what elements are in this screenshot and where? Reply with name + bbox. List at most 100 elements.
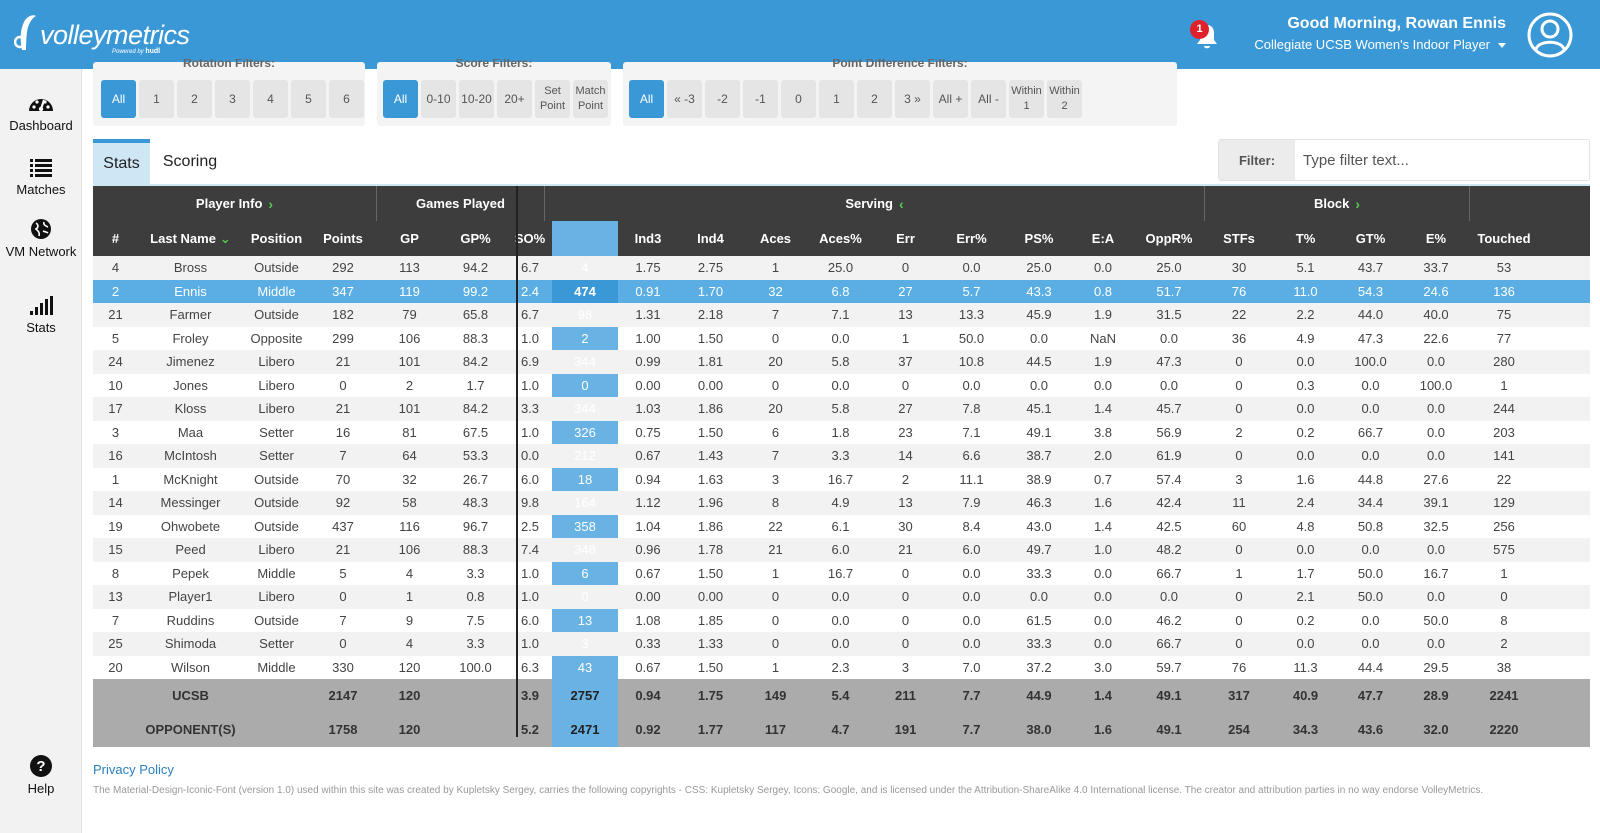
sidebar-item-dashboard[interactable]: Dashboard bbox=[0, 93, 82, 133]
table-row[interactable]: 16 McIntosh Setter 7 64 53.3 0.0 212 0.67 1.43 7 3.… bbox=[93, 444, 1590, 468]
column-header-aces[interactable]: Aces% bbox=[819, 231, 862, 246]
rotation-filter-2[interactable]: 2 bbox=[177, 80, 212, 118]
score-filter-set-point[interactable]: Set Point bbox=[535, 80, 570, 118]
cell-gp: 113 bbox=[399, 260, 420, 275]
rotation-filter-3[interactable]: 3 bbox=[215, 80, 250, 118]
column-header-touched[interactable]: Touched bbox=[1477, 231, 1531, 246]
point-diff-filter-all-plus[interactable]: All + bbox=[933, 80, 968, 118]
column-header-last-name[interactable]: Last Name ⌄ bbox=[150, 230, 231, 247]
cell-touched: 77 bbox=[1496, 330, 1512, 346]
table-row[interactable]: 4 Bross Outside 292 113 94.2 6.7 4 1.75 2.75 1 25.0… bbox=[93, 256, 1590, 280]
table-row[interactable]: 3 Maa Setter 16 81 67.5 1.0 326 0.75 1.50 6 1.8 23 7.… bbox=[93, 421, 1590, 445]
column-header-number[interactable]: # bbox=[111, 231, 120, 246]
point-diff-filter-1[interactable]: 1 bbox=[819, 80, 854, 118]
tab-scoring[interactable]: Scoring bbox=[162, 153, 218, 170]
user-avatar-icon[interactable] bbox=[1527, 12, 1573, 58]
score-filter-10-20[interactable]: 10-20 bbox=[459, 80, 494, 118]
score-filter-0-10[interactable]: 0-10 bbox=[421, 80, 456, 118]
sidebar-item-vm-network[interactable]: VM Network bbox=[0, 217, 82, 259]
footer: Privacy Policy The Material-Design-Iconi… bbox=[93, 761, 1553, 798]
point-diff-filter-2[interactable]: 2 bbox=[857, 80, 892, 118]
column-header-points[interactable]: Points bbox=[323, 231, 363, 246]
point-diff-filter-within-1[interactable]: Within 1 bbox=[1009, 80, 1044, 118]
sidebar-item-help[interactable]: ? Help bbox=[0, 754, 82, 796]
point-diff-filter-within-2[interactable]: Within 2 bbox=[1047, 80, 1082, 118]
notification-badge[interactable]: 1 bbox=[1190, 20, 1209, 39]
point-diff-filter-minus-1[interactable]: -1 bbox=[743, 80, 778, 118]
point-diff-filter-minus-3[interactable]: « -3 bbox=[667, 80, 702, 118]
cell-att: 13 bbox=[577, 612, 593, 628]
table-row[interactable]: 1 McKnight Outside 70 32 26.7 6.0 18 0.94 1.63 3 16… bbox=[93, 468, 1590, 492]
sidebar-item-label: VM Network bbox=[5, 244, 77, 259]
tab-stats[interactable]: Stats bbox=[93, 139, 150, 185]
score-filter-20-plus[interactable]: 20+ bbox=[497, 80, 532, 118]
table-row[interactable]: 19 Ohwobete Outside 437 116 96.7 2.5 358 1.04 1.8… bbox=[93, 515, 1590, 539]
column-header-ps[interactable]: PS% bbox=[1024, 231, 1054, 246]
column-header-gp[interactable]: GP bbox=[400, 231, 419, 246]
cell-e: 22.6 bbox=[1423, 330, 1449, 346]
group-header-games-played[interactable]: Games Played bbox=[377, 186, 545, 221]
point-diff-filter-3-plus[interactable]: 3 » bbox=[895, 80, 930, 118]
point-diff-filter-0[interactable]: 0 bbox=[781, 80, 816, 118]
score-filter-all[interactable]: All bbox=[383, 80, 418, 118]
table-row[interactable]: 7 Ruddins Outside 7 9 7.5 6.0 13 1.08 1.85 0 0.0 0 0.… bbox=[93, 609, 1590, 633]
group-header-block[interactable]: Block › bbox=[1205, 186, 1470, 221]
column-header-err[interactable]: Err bbox=[896, 231, 915, 246]
column-header-gt[interactable]: GT% bbox=[1355, 231, 1386, 246]
cell-gt: 50.0 bbox=[1357, 589, 1384, 604]
table-row[interactable]: 2 Ennis Middle 347 119 99.2 2.4 474 0.91 1.70 32 6.… bbox=[93, 279, 1590, 303]
column-header-so[interactable]: SO% bbox=[514, 231, 546, 246]
score-filter-match-point[interactable]: Match Point bbox=[573, 80, 608, 118]
column-header-gp[interactable]: GP% bbox=[460, 231, 491, 246]
sort-chevron-down-icon[interactable]: ⌄ bbox=[219, 230, 231, 246]
table-row[interactable]: 8 Pepek Middle 5 4 3.3 1.0 6 0.67 1.50 1 16.7 0 0.0 33… bbox=[93, 562, 1590, 586]
point-diff-filter-all-minus[interactable]: All - bbox=[971, 80, 1006, 118]
rotation-filter-5[interactable]: 5 bbox=[291, 80, 326, 118]
chevron-right-icon[interactable]: › bbox=[268, 195, 274, 212]
cell-so: 1.0 bbox=[520, 330, 540, 346]
rotation-filter-all[interactable]: All bbox=[101, 80, 136, 118]
rotation-filter-6[interactable]: 6 bbox=[329, 80, 364, 118]
column-header-t[interactable]: T% bbox=[1295, 231, 1316, 246]
privacy-policy-link[interactable]: Privacy Policy bbox=[93, 762, 174, 777]
table-row[interactable]: 24 Jimenez Libero 21 101 84.2 6.9 344 0.99 1.81 20… bbox=[93, 350, 1590, 374]
chevron-left-icon[interactable]: ‹ bbox=[899, 195, 904, 212]
column-header-e-a[interactable]: E:A bbox=[1091, 231, 1115, 246]
column-header-ind4[interactable]: Ind4 bbox=[697, 231, 724, 246]
sidebar-item-matches[interactable]: Matches bbox=[0, 157, 82, 197]
cell-stfs: 76 bbox=[1231, 283, 1247, 299]
table-row[interactable]: 15 Peed Libero 21 106 88.3 7.4 348 0.96 1.78 21 6.0… bbox=[93, 538, 1590, 562]
point-diff-filter-minus-2[interactable]: -2 bbox=[705, 80, 740, 118]
point-diff-filter-all[interactable]: All bbox=[629, 80, 664, 118]
column-header-oppr[interactable]: OppR% bbox=[1145, 231, 1193, 246]
table-row[interactable]: 25 Shimoda Setter 0 4 3.3 1.0 3 0.33 1.33 0 0.0 0 0.0… bbox=[93, 632, 1590, 656]
group-header-serving[interactable]: Serving ‹ bbox=[545, 186, 1205, 221]
cell-err: 13 bbox=[898, 495, 913, 510]
column-header-position[interactable]: Position bbox=[250, 231, 303, 246]
table-row[interactable]: 21 Farmer Outside 182 79 65.8 6.7 98 1.31 2.18 7 7.… bbox=[93, 303, 1590, 327]
sidebar-item-stats[interactable]: Stats bbox=[0, 295, 82, 335]
table-row[interactable]: 10 Jones Libero 0 2 1.7 1.0 0 0.00 0.00 0 0.0 0 0.0 0.… bbox=[93, 374, 1590, 398]
user-role-dropdown[interactable]: Collegiate UCSB Women's Indoor Player bbox=[1254, 37, 1506, 52]
rotation-filter-4[interactable]: 4 bbox=[253, 80, 288, 118]
column-header-stfs[interactable]: STFs bbox=[1223, 231, 1255, 246]
volleymetrics-logo[interactable]: volleymetrics Powered by hudl bbox=[14, 12, 190, 60]
user-greeting[interactable]: Good Morning, Rowan Ennis Collegiate UCS… bbox=[1254, 15, 1506, 52]
column-header-aces[interactable]: Aces bbox=[759, 231, 792, 246]
rotation-filter-1[interactable]: 1 bbox=[139, 80, 174, 118]
column-header-ind3[interactable]: Ind3 bbox=[634, 231, 662, 246]
cell-t: 0.0 bbox=[1296, 354, 1315, 369]
table-row[interactable]: 14 Messinger Outside 92 58 48.3 9.8 164 1.12 1.96… bbox=[93, 491, 1590, 515]
table-row[interactable]: 5 Froley Opposite 299 106 88.3 1.0 2 1.00 1.50 0 0.… bbox=[93, 327, 1590, 351]
table-row[interactable]: 20 Wilson Middle 330 120 100.0 6.3 43 0.67 1.50 1 2… bbox=[93, 656, 1590, 680]
filter-input[interactable] bbox=[1303, 148, 1573, 172]
column-header-err[interactable]: Err% bbox=[956, 231, 987, 246]
column-header-e[interactable]: E% bbox=[1425, 231, 1447, 246]
chevron-right-icon[interactable]: › bbox=[1355, 195, 1361, 212]
table-row[interactable]: 17 Kloss Libero 21 101 84.2 3.3 344 1.03 1.86 20 5.… bbox=[93, 397, 1590, 421]
table-row[interactable]: 13 Player1 Libero 0 1 0.8 1.0 0 0.00 0.00 0 0.0 0 0.0… bbox=[93, 585, 1590, 609]
cell-touched: 129 bbox=[1493, 495, 1515, 510]
group-header-player-info[interactable]: Player Info › bbox=[93, 186, 377, 221]
cell-oppr: 42.4 bbox=[1156, 495, 1182, 510]
cell-touched: 8 bbox=[1500, 612, 1508, 628]
